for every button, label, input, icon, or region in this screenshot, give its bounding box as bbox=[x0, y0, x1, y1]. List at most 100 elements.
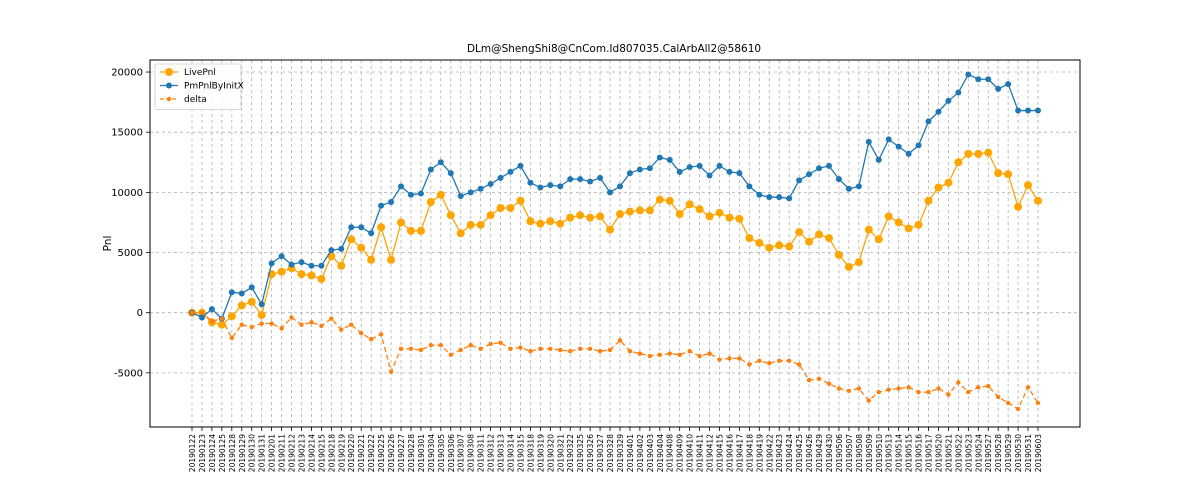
data-point-pmpnlbyinitx bbox=[248, 284, 255, 291]
x-tick-label: 20190510 bbox=[875, 434, 884, 472]
data-point-pmpnlbyinitx bbox=[368, 230, 375, 237]
data-point-livepnl bbox=[815, 230, 824, 239]
data-point-pmpnlbyinitx bbox=[666, 156, 673, 163]
x-tick-label: 20190509 bbox=[865, 434, 874, 472]
data-point-livepnl bbox=[705, 212, 714, 221]
data-point-pmpnlbyinitx bbox=[726, 168, 733, 175]
data-point-delta bbox=[587, 346, 593, 351]
data-point-pmpnlbyinitx bbox=[597, 174, 604, 181]
data-point-delta bbox=[349, 322, 354, 327]
x-tick-label: 20190523 bbox=[964, 434, 973, 472]
series-line-delta bbox=[192, 312, 1039, 410]
data-point-delta bbox=[1015, 406, 1021, 412]
data-point-livepnl bbox=[785, 242, 794, 251]
data-point-pmpnlbyinitx bbox=[855, 183, 862, 190]
data-point-delta bbox=[627, 348, 633, 354]
data-point-delta bbox=[826, 381, 832, 386]
x-tick-label: 20190412 bbox=[706, 434, 715, 472]
x-tick-label: 20190214 bbox=[307, 434, 316, 472]
x-tick-label: 20190225 bbox=[377, 434, 386, 472]
data-point-livepnl bbox=[615, 210, 624, 219]
data-point-delta bbox=[458, 347, 463, 353]
y-tick-label: 20000 bbox=[111, 68, 143, 79]
x-tick-label: 20190515 bbox=[905, 434, 914, 472]
x-tick-label: 20190411 bbox=[696, 434, 705, 472]
data-point-delta bbox=[538, 346, 543, 351]
data-point-delta bbox=[339, 327, 344, 332]
x-tick-label: 20190527 bbox=[984, 434, 993, 472]
data-point-delta bbox=[1025, 385, 1031, 390]
x-tick-label: 20190517 bbox=[925, 434, 934, 472]
data-point-livepnl bbox=[406, 226, 415, 235]
data-point-delta bbox=[647, 353, 653, 359]
data-point-delta bbox=[866, 398, 871, 403]
legend-label-pmpnlbyinitx: PmPnlByInitX bbox=[184, 82, 244, 92]
data-point-delta bbox=[299, 322, 304, 327]
x-tick-label: 20190416 bbox=[725, 434, 734, 472]
data-point-livepnl bbox=[217, 320, 226, 329]
x-tick-label: 20190514 bbox=[895, 434, 904, 472]
data-point-delta bbox=[637, 351, 643, 356]
data-point-livepnl bbox=[715, 208, 724, 217]
x-tick-label: 20190218 bbox=[327, 434, 336, 472]
data-point-delta bbox=[329, 316, 334, 321]
x-tick-label: 20190403 bbox=[646, 434, 655, 472]
series-livepnl bbox=[188, 148, 1042, 329]
data-point-livepnl bbox=[1004, 170, 1013, 179]
data-point-pmpnlbyinitx bbox=[288, 261, 295, 268]
data-point-pmpnlbyinitx bbox=[845, 185, 852, 192]
data-point-livepnl bbox=[824, 234, 833, 243]
data-point-delta bbox=[398, 346, 404, 351]
data-point-pmpnlbyinitx bbox=[527, 179, 534, 186]
x-tick-label: 20190220 bbox=[347, 434, 356, 472]
data-point-livepnl bbox=[506, 204, 515, 212]
data-point-pmpnlbyinitx bbox=[925, 118, 932, 125]
data-point-delta bbox=[418, 347, 424, 353]
data-point-pmpnlbyinitx bbox=[626, 170, 633, 177]
x-tick-label: 20190125 bbox=[218, 434, 227, 472]
data-point-livepnl bbox=[914, 220, 923, 229]
data-point-delta bbox=[1035, 400, 1041, 406]
y-tick-label: 15000 bbox=[111, 128, 143, 139]
data-point-pmpnlbyinitx bbox=[995, 85, 1002, 92]
x-tick-label: 20190402 bbox=[636, 434, 645, 472]
x-tick-label: 20190401 bbox=[626, 434, 635, 472]
x-tick-label: 20190419 bbox=[755, 434, 764, 472]
data-point-livepnl bbox=[237, 301, 246, 310]
x-tick-label: 20190326 bbox=[586, 434, 595, 472]
axes: 20190122 20190123 20190124 20190125 20190128… bbox=[111, 59, 1081, 472]
data-point-livepnl bbox=[466, 220, 475, 229]
data-point-delta bbox=[568, 348, 573, 354]
data-point-delta bbox=[796, 362, 802, 367]
data-point-pmpnlbyinitx bbox=[616, 183, 623, 190]
data-point-delta bbox=[995, 394, 1001, 400]
x-tick-label: 20190131 bbox=[258, 434, 267, 472]
data-point-delta bbox=[1005, 400, 1011, 406]
x-tick-label: 20190322 bbox=[566, 434, 575, 472]
x-tick-label: 20190603 bbox=[1034, 434, 1043, 472]
data-point-livepnl bbox=[685, 200, 694, 209]
data-point-pmpnlbyinitx bbox=[198, 314, 205, 321]
data-point-pmpnlbyinitx bbox=[786, 195, 793, 202]
data-point-pmpnlbyinitx bbox=[587, 178, 594, 185]
data-point-livepnl bbox=[884, 212, 893, 221]
data-point-livepnl bbox=[984, 148, 993, 157]
x-tick-label: 20190123 bbox=[198, 434, 207, 472]
data-point-pmpnlbyinitx bbox=[228, 289, 235, 296]
data-point-pmpnlbyinitx bbox=[348, 224, 355, 231]
data-point-livepnl bbox=[735, 214, 744, 223]
data-point-delta bbox=[697, 353, 702, 359]
data-point-pmpnlbyinitx bbox=[388, 198, 395, 205]
data-point-delta bbox=[378, 332, 384, 337]
data-point-livepnl bbox=[864, 225, 873, 234]
x-tick-label: 20190328 bbox=[606, 434, 615, 472]
x-tick-label: 20190325 bbox=[576, 434, 585, 472]
data-point-livepnl bbox=[486, 211, 495, 220]
x-tick-label: 20190329 bbox=[616, 434, 625, 472]
data-point-delta bbox=[886, 387, 891, 392]
data-point-delta bbox=[986, 383, 991, 389]
data-point-pmpnlbyinitx bbox=[298, 259, 305, 266]
data-point-livepnl bbox=[964, 149, 973, 158]
data-point-livepnl bbox=[456, 229, 465, 238]
data-point-delta bbox=[767, 361, 772, 366]
